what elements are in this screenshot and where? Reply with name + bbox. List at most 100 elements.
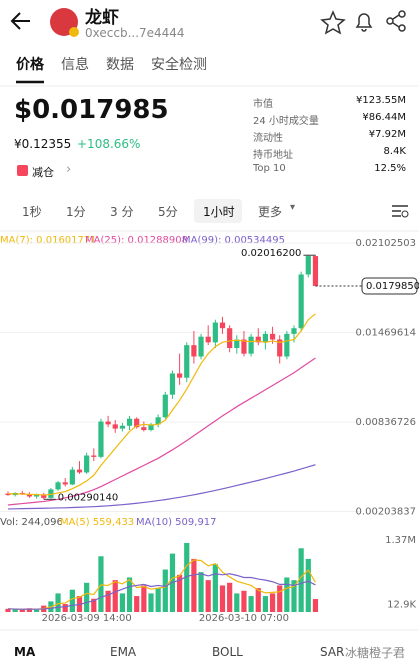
chain-badge [69,27,79,37]
header-icons [0,8,419,87]
volume-bar [148,593,154,612]
token-name: 龙虾 [85,8,119,28]
volume-bar [262,596,268,612]
ma-legend: MA(99): 0.00534495 [182,235,285,246]
candle-body [205,336,211,343]
volume-legend: MA(10) 509,917 [136,517,217,528]
candle-body [184,345,190,378]
stat-label: 24 小时成交量 [253,116,319,127]
volume-bar [255,588,261,612]
volume-bar [305,558,311,612]
candle-body [234,339,240,349]
favorite-icon[interactable] [320,10,346,35]
volume-bar [19,609,25,612]
volume-bar [205,580,211,612]
tab[interactable]: 安全检测 [151,57,207,73]
interval[interactable]: 3 分 [110,205,134,219]
volume-bar [112,580,118,612]
candle-body [241,339,247,354]
volume-bar [227,582,233,612]
volume-bar [26,608,33,612]
volume-bar [234,593,240,612]
candle-body [105,421,111,425]
candle-body [148,424,154,431]
volume-bar [198,572,204,612]
volume-legend: MA(5) 559,433 [60,517,134,528]
ma-line [7,357,316,506]
candle-body [248,336,254,354]
back-button[interactable] [10,12,30,30]
volume-bar [241,590,247,612]
volume-tick-label: 1.37M [385,535,416,546]
share-icon[interactable] [386,10,406,32]
candle-body [227,328,233,349]
volume-bar [219,585,226,612]
volume-bar [41,605,47,612]
token-address[interactable]: 0xeccb...7e4444 [85,26,185,40]
candle-body [305,256,311,275]
candle-body [141,427,147,431]
interval[interactable]: 1秒 [22,205,42,219]
indicator-tab[interactable]: MA [14,645,36,659]
x-tick-label: 2026-03-10 07:00 [199,613,289,624]
interval[interactable]: 1分 [66,205,86,219]
action-button[interactable]: 减仓 [32,166,54,179]
volume-bar [248,596,254,612]
volume-bar [62,604,68,612]
y-tick-label: 0.01469614 [356,327,416,338]
volume-bar [312,599,319,612]
candle-body [284,333,290,357]
indicator-tab[interactable]: BOLL [212,645,243,659]
candle-body [312,256,319,286]
interval[interactable]: 1小时 [203,205,235,219]
candle-body [48,489,54,498]
candle-body [269,333,276,340]
volume-bar [84,582,90,612]
indicator-tab[interactable]: EMA [110,645,137,659]
volume-bar [12,609,18,612]
stat-label: 市值 [253,99,273,110]
volume-bar [277,585,283,612]
indicator-tab[interactable]: SAR [320,645,345,659]
candle-body [112,424,118,429]
volume-bar [291,580,297,612]
volume-bar [169,553,176,612]
candle-body [84,455,90,473]
candle-body [19,492,25,495]
indicator-settings[interactable] [390,203,410,219]
volume-bar [141,585,147,612]
ma-line [7,313,316,496]
stat-label: 持币地址 [253,150,293,161]
candle-body [162,394,168,418]
candle-body [69,469,75,485]
volume-bar [34,609,40,612]
candle-body [26,494,33,497]
alert-icon[interactable] [355,13,373,32]
annotation: 0.00290140 [58,492,118,503]
volume-bar [119,593,125,612]
ma-line [7,464,316,510]
candle-body [298,274,304,329]
volume-bar [91,598,97,612]
candle-body [76,469,83,473]
volume-bar [48,601,54,612]
volume-bar [212,564,218,612]
candle-body [98,421,104,457]
candle-body [262,333,268,343]
candle-body [255,336,261,343]
candle-body [291,328,297,334]
price: $0.017985 [14,95,169,125]
stat-label: Top 10 [253,163,286,174]
candle-body [55,482,61,490]
tab[interactable]: 信息 [61,57,89,73]
watermark: 冰糖橙子君 [345,646,406,660]
tab[interactable]: 数据 [106,57,134,73]
interval[interactable]: 更多 [258,205,283,219]
stat-value: 12.5% [374,163,406,174]
last-price-box [361,277,418,295]
volume-bar [269,593,276,612]
ma-legend: MA(25): 0.01288908 [85,235,188,246]
tab[interactable]: 价格 [16,57,44,73]
interval[interactable]: 5分 [158,205,178,219]
